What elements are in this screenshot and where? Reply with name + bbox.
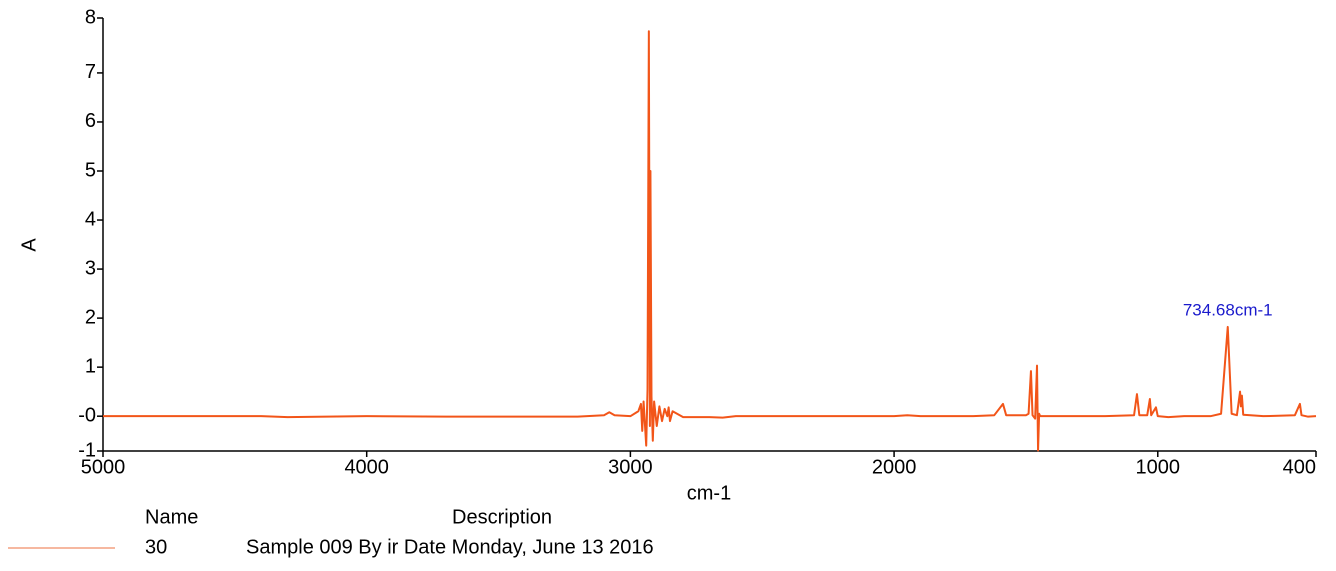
y-tick-label: 8 <box>85 6 96 28</box>
y-tick-label: 4 <box>85 208 96 230</box>
peak-annotation: 734.68cm-1 <box>1183 300 1273 319</box>
legend-name: 30 <box>145 536 167 558</box>
x-tick-label: 5000 <box>81 456 126 478</box>
x-axis-label: cm-1 <box>687 482 731 504</box>
y-tick-label: -1 <box>78 439 96 461</box>
legend-description: Sample 009 By ir Date Monday, June 13 20… <box>246 536 654 558</box>
x-tick-label: 4000 <box>344 456 389 478</box>
legend-header: Description <box>452 506 552 528</box>
y-tick-label: 1 <box>85 355 96 377</box>
x-tick-label: 400 <box>1283 456 1316 478</box>
y-tick-label: 2 <box>85 306 96 328</box>
y-tick-label: 3 <box>85 257 96 279</box>
y-axis-label: A <box>18 238 40 252</box>
y-tick-label: 6 <box>85 110 96 132</box>
y-tick-label: 7 <box>85 61 96 83</box>
x-tick-label: 2000 <box>872 456 917 478</box>
spectrum-line <box>103 30 1317 452</box>
y-tick-label: 5 <box>85 159 96 181</box>
y-tick-label: -0 <box>78 404 96 426</box>
legend-header: Name <box>145 506 198 528</box>
x-tick-label: 1000 <box>1136 456 1181 478</box>
x-tick-label: 3000 <box>608 456 653 478</box>
